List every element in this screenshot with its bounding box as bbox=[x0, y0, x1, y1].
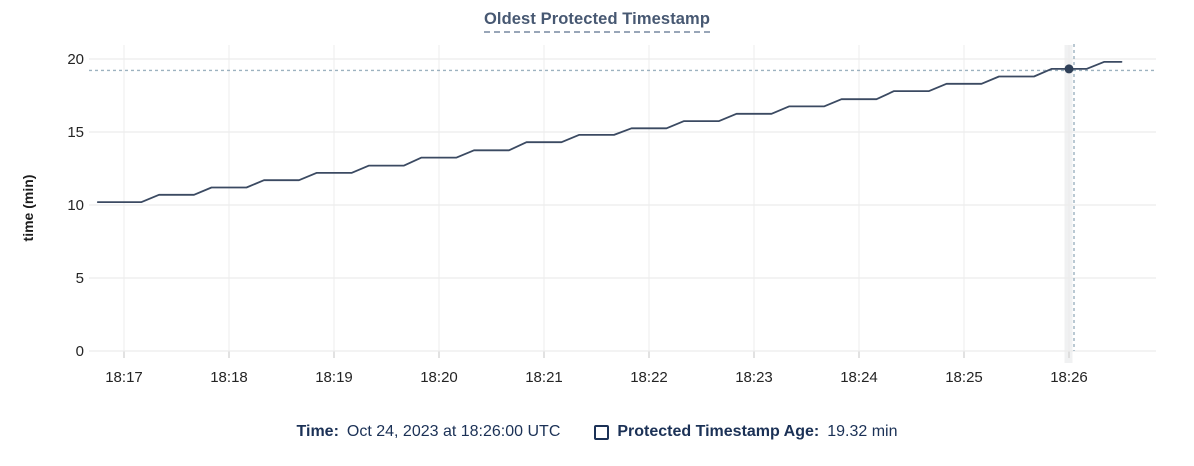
chart-title-row: Oldest Protected Timestamp bbox=[0, 10, 1194, 33]
x-tick-label: 18:17 bbox=[105, 369, 143, 386]
series-legend-value: 19.32 min bbox=[827, 423, 898, 440]
x-tick-label: 18:20 bbox=[420, 369, 458, 386]
hover-time-label: Time: bbox=[296, 423, 339, 440]
series-legend-label: Protected Timestamp Age: bbox=[617, 423, 820, 440]
x-tick-label: 18:24 bbox=[840, 369, 878, 386]
x-tick-label: 18:22 bbox=[630, 369, 668, 386]
x-tick-label: 18:23 bbox=[735, 369, 773, 386]
hover-time-value: Oct 24, 2023 at 18:26:00 UTC bbox=[346, 423, 561, 440]
y-tick-label: 0 bbox=[76, 343, 84, 360]
series-line[interactable] bbox=[96, 61, 1123, 204]
hover-point-dot bbox=[1064, 64, 1074, 74]
y-tick-label: 20 bbox=[67, 51, 84, 68]
chart-hover-legend: Time: Oct 24, 2023 at 18:26:00 UTC Prote… bbox=[0, 419, 1194, 445]
timeseries-plot-area[interactable]: 18:17 18:18 18:19 18:20 18:21 18:22 18:23 18:24… bbox=[0, 0, 1194, 410]
x-tick-label: 18:18 bbox=[210, 369, 248, 386]
y-tick-label: 15 bbox=[67, 124, 84, 141]
chart-title[interactable]: Oldest Protected Timestamp bbox=[483, 10, 711, 33]
x-tick-label: 18:26 bbox=[1050, 369, 1088, 386]
y-tick-label: 10 bbox=[67, 197, 84, 214]
y-tick-label: 5 bbox=[76, 270, 84, 287]
x-tick-label: 18:25 bbox=[945, 369, 983, 386]
x-tick-label: 18:19 bbox=[315, 369, 353, 386]
x-tick-label: 18:21 bbox=[525, 369, 563, 386]
series-toggle-checkbox[interactable] bbox=[594, 424, 610, 440]
